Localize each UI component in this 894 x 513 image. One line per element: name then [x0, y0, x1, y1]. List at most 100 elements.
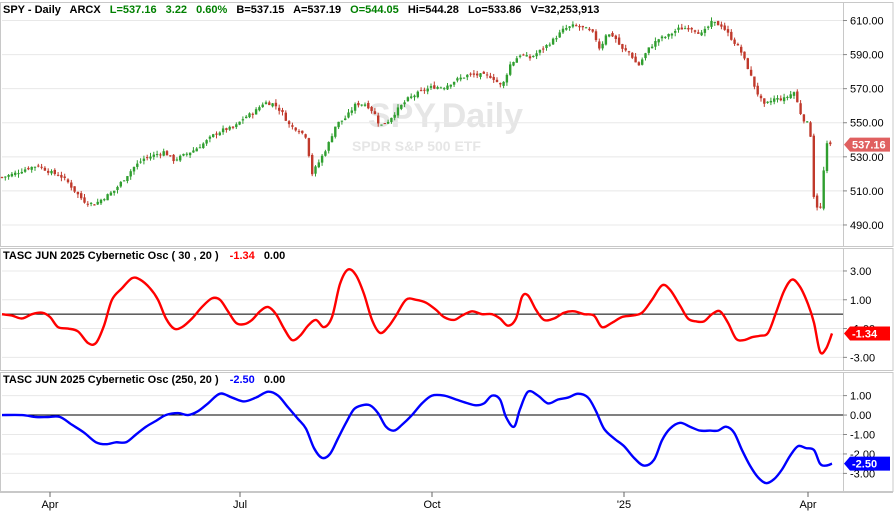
candle: [235, 122, 238, 130]
osc1-value: -1.34: [230, 250, 256, 262]
osc2-tag-label: -2.50: [852, 459, 877, 471]
osc1-tick-label: -3.00: [850, 352, 875, 364]
candle: [545, 44, 548, 51]
candle: [749, 66, 753, 77]
candle-body: [515, 58, 518, 63]
candle: [70, 179, 73, 191]
candle-body: [419, 90, 423, 92]
osc1-last-value-tag: -1.34: [844, 326, 890, 341]
candle: [225, 127, 228, 133]
candle: [208, 135, 212, 143]
candle-body: [452, 81, 456, 85]
candle: [278, 104, 281, 115]
candle: [683, 25, 687, 30]
candle: [126, 175, 129, 184]
candle: [93, 204, 96, 206]
candle-body: [713, 21, 716, 23]
candle: [697, 29, 700, 34]
candle: [558, 29, 561, 38]
candle: [551, 37, 555, 45]
candle-body: [195, 148, 198, 152]
candle: [575, 23, 578, 27]
candle-body: [690, 27, 693, 30]
candle-body: [667, 34, 670, 37]
candle-body: [152, 154, 155, 157]
candle-body: [815, 195, 819, 208]
candle-body: [50, 170, 53, 174]
osc2-tick-label: -1.00: [850, 430, 875, 442]
candle: [700, 29, 703, 37]
x-tick-label: Apr: [799, 499, 816, 511]
candle-body: [551, 38, 555, 45]
price-tick-label: 510.00: [850, 186, 884, 198]
candle-body: [462, 77, 466, 79]
candle-body: [535, 53, 538, 57]
candle: [720, 21, 723, 30]
candle: [30, 166, 33, 173]
candle: [710, 17, 713, 30]
candle: [0, 176, 4, 179]
candle: [650, 44, 654, 49]
candles: [0, 17, 832, 211]
candle-body: [40, 166, 43, 168]
candle-body: [380, 124, 383, 126]
candle: [228, 125, 231, 131]
candle: [555, 35, 558, 42]
candle-body: [766, 101, 769, 103]
candle: [670, 32, 674, 39]
candle: [297, 129, 301, 135]
candle-body: [373, 111, 377, 115]
candle: [281, 107, 284, 116]
candle-body: [482, 71, 485, 74]
candle-body: [33, 166, 37, 168]
candle: [251, 112, 254, 119]
candle: [591, 28, 594, 33]
candle: [155, 150, 159, 158]
candle-body: [446, 85, 449, 90]
candle-body: [96, 201, 99, 205]
candle: [317, 159, 320, 169]
candle-body: [416, 91, 419, 98]
candle: [608, 34, 611, 38]
candle-body: [786, 96, 789, 98]
candle: [116, 185, 119, 194]
osc1-tag-shape: [844, 326, 890, 341]
candle: [406, 96, 410, 102]
candle-body: [20, 171, 23, 174]
candle-body: [155, 154, 159, 156]
candle-body: [258, 107, 261, 111]
candle-body: [76, 191, 80, 195]
candle-body: [545, 44, 548, 48]
candle-body: [66, 179, 70, 183]
candle-body: [139, 161, 142, 163]
candle: [129, 169, 132, 180]
candle: [106, 193, 109, 201]
candle: [644, 52, 647, 61]
candle: [179, 154, 182, 163]
candle-body: [248, 113, 251, 118]
candle: [677, 24, 680, 33]
osc1-zero: 0.00: [264, 250, 285, 262]
candle: [472, 70, 476, 78]
candle: [469, 72, 472, 77]
candle: [363, 102, 367, 107]
candle: [109, 191, 113, 196]
candle-body: [27, 167, 30, 170]
candle: [7, 173, 10, 180]
candle-body: [86, 203, 89, 205]
candle: [446, 82, 449, 91]
candle: [320, 154, 324, 166]
candle-body: [763, 98, 766, 104]
candle-body: [502, 81, 505, 86]
candle-body: [251, 113, 254, 115]
candle-body: [789, 94, 792, 99]
candle-body: [281, 110, 284, 113]
candle-body: [657, 39, 660, 43]
candle: [736, 42, 740, 46]
candle: [707, 25, 710, 31]
candle: [796, 89, 799, 103]
candle-body: [495, 79, 499, 82]
price-y-axis: 610.00 590.00 570.00 550.00 530.00 510.00 490.…: [2, 16, 884, 232]
candle: [674, 28, 677, 37]
candle-body: [185, 153, 188, 155]
